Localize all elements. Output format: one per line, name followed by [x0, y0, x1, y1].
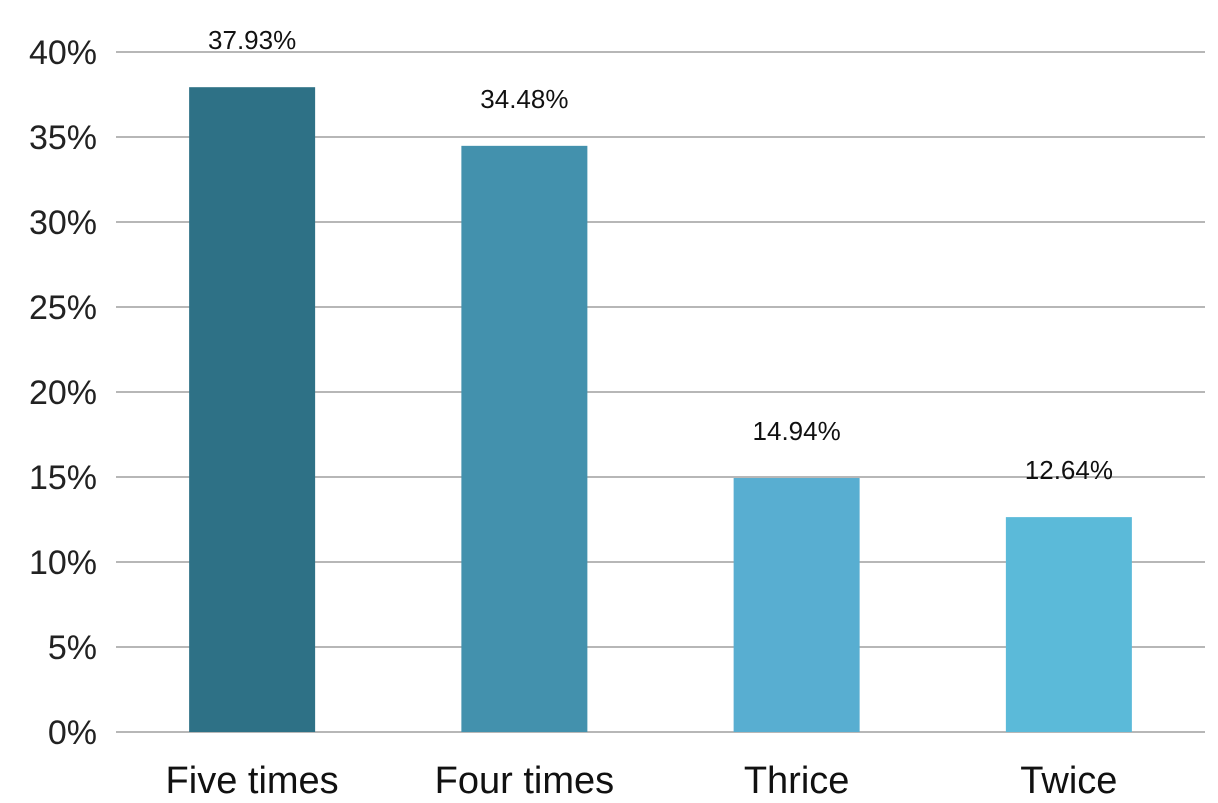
y-tick-label: 10% — [29, 544, 97, 582]
x-category-label: Four times — [435, 760, 614, 802]
data-labels: 37.93% 34.48% 14.94% 12.64% — [208, 25, 1113, 485]
bar-four-times — [461, 145, 588, 733]
y-tick-label: 35% — [29, 119, 97, 157]
y-tick-label: 20% — [29, 374, 97, 412]
data-label: 12.64% — [1025, 455, 1113, 485]
data-label: 14.94% — [753, 416, 841, 446]
bar-thrice — [733, 478, 860, 732]
bars — [189, 87, 1132, 733]
bar-five-times — [189, 87, 316, 732]
y-axis-tick-labels: 0% 5% 10% 15% 20% 25% 30% 35% 40% — [29, 34, 97, 752]
y-tick-label: 40% — [29, 34, 97, 72]
x-axis-category-labels: Five times Four times Thrice Twice — [166, 760, 1118, 802]
y-tick-label: 5% — [48, 629, 97, 667]
x-category-label: Thrice — [744, 760, 850, 802]
x-category-label: Five times — [166, 760, 339, 802]
data-label: 37.93% — [208, 25, 296, 55]
y-tick-label: 30% — [29, 204, 97, 242]
y-tick-label: 25% — [29, 289, 97, 327]
data-label: 34.48% — [480, 84, 568, 114]
y-tick-label: 15% — [29, 459, 97, 497]
x-category-label: Twice — [1020, 760, 1117, 802]
y-tick-label: 0% — [48, 714, 97, 752]
bar-twice — [1005, 517, 1132, 732]
